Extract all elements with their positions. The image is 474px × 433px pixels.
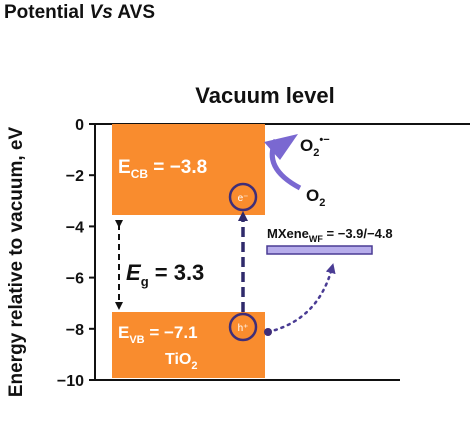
oxygen-label: O2 — [306, 186, 325, 209]
y-tick-label: 0 — [75, 117, 84, 134]
mxene-label: MXeneWF = −3.9/−4.8 — [267, 226, 393, 244]
mxene-work-function-bar — [266, 245, 373, 255]
hole-transfer-arrow — [266, 263, 336, 334]
cb-energy-label: ECB = −3.8 — [118, 157, 207, 181]
y-tick-label: −2 — [66, 168, 84, 185]
o2-reduction-arrowhead — [264, 134, 298, 160]
hole-circle — [228, 312, 258, 342]
hole-transfer-start-dot — [264, 328, 272, 336]
electron-label: e⁻ — [238, 193, 249, 204]
vacuum-level-label: Vacuum level — [195, 83, 334, 108]
y-tick-label: −6 — [66, 271, 84, 288]
y-tick-label: −10 — [57, 373, 84, 390]
vb-energy-label: EVB = −7.1 — [118, 323, 198, 346]
y-axis-ticks: 0 −2 −4 −6 −8 −10 — [57, 117, 95, 390]
band-gap-label: Eg = 3.3 — [126, 260, 204, 289]
y-tick-label: −8 — [66, 322, 84, 339]
y-tick-label: −4 — [66, 219, 84, 236]
electron-circle — [228, 182, 258, 212]
y-axis-title: Energy relative to vacuum, eV — [6, 127, 27, 398]
material-label: TiO2 — [165, 351, 198, 372]
hole-label: h⁺ — [238, 323, 249, 334]
figure-title: Potential Vs AVS — [4, 2, 155, 23]
superoxide-label: O2•− — [300, 134, 330, 159]
